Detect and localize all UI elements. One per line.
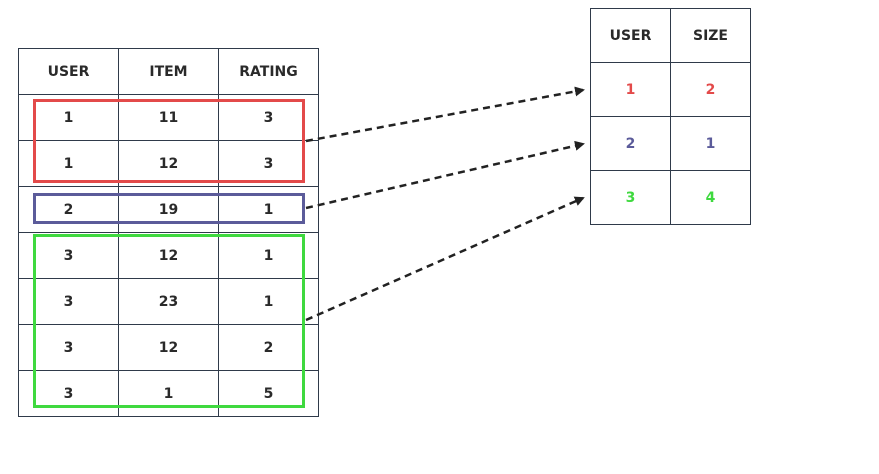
cell-size: 4 [670, 170, 751, 225]
header-user: USER [18, 48, 119, 95]
ratings-header-row: USER ITEM RATING [18, 48, 319, 95]
cell-user: 3 [590, 170, 671, 225]
cell-item: 23 [118, 278, 219, 325]
arrow-user-2 [305, 140, 585, 210]
group-box-user-2 [33, 193, 305, 224]
table-row: 3 4 [590, 170, 751, 225]
group-box-user-1 [33, 99, 305, 183]
table-row: 2 1 [590, 116, 751, 171]
header-size: SIZE [670, 8, 751, 63]
size-header-row: USER SIZE [590, 8, 751, 63]
header-item: ITEM [118, 48, 219, 95]
cell-user: 2 [590, 116, 671, 171]
arrow-user-1 [305, 86, 585, 143]
cell-size: 1 [670, 116, 751, 171]
arrow-user-3 [305, 196, 585, 322]
group-box-user-3 [33, 234, 305, 408]
cell-item: 12 [118, 324, 219, 371]
header-user: USER [590, 8, 671, 63]
table-row: 3 12 1 [18, 232, 319, 279]
cell-size: 2 [670, 62, 751, 117]
size-table: USER SIZE 1 2 2 1 3 4 [590, 8, 751, 225]
cell-item: 12 [118, 232, 219, 279]
cell-item: 1 [118, 370, 219, 417]
